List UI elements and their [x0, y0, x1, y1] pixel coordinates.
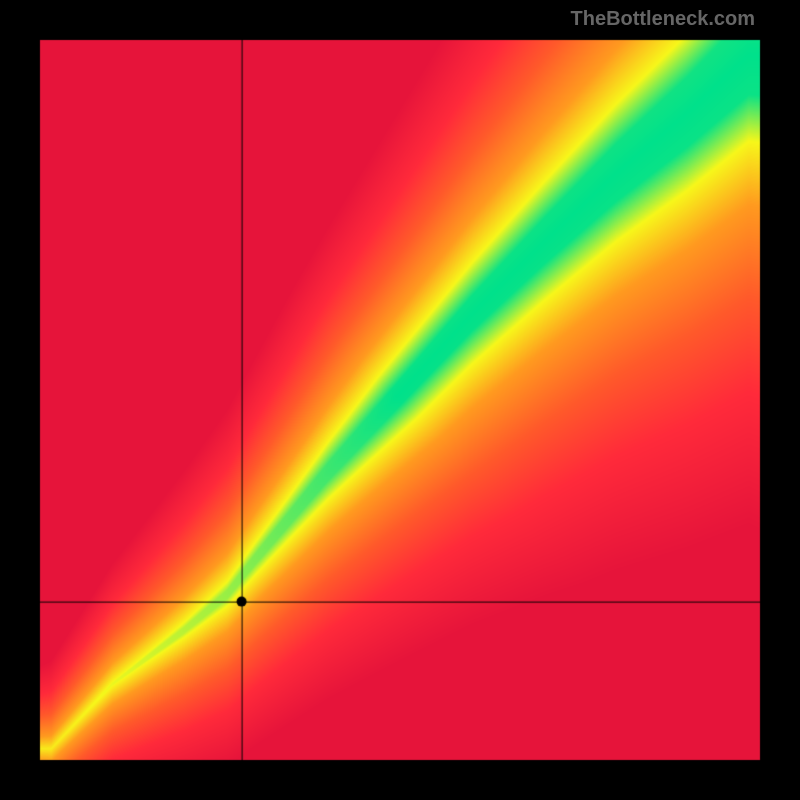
watermark-text: TheBottleneck.com — [571, 8, 755, 31]
chart-container: TheBottleneck.com — [0, 0, 800, 800]
bottleneck-heatmap — [0, 0, 800, 800]
